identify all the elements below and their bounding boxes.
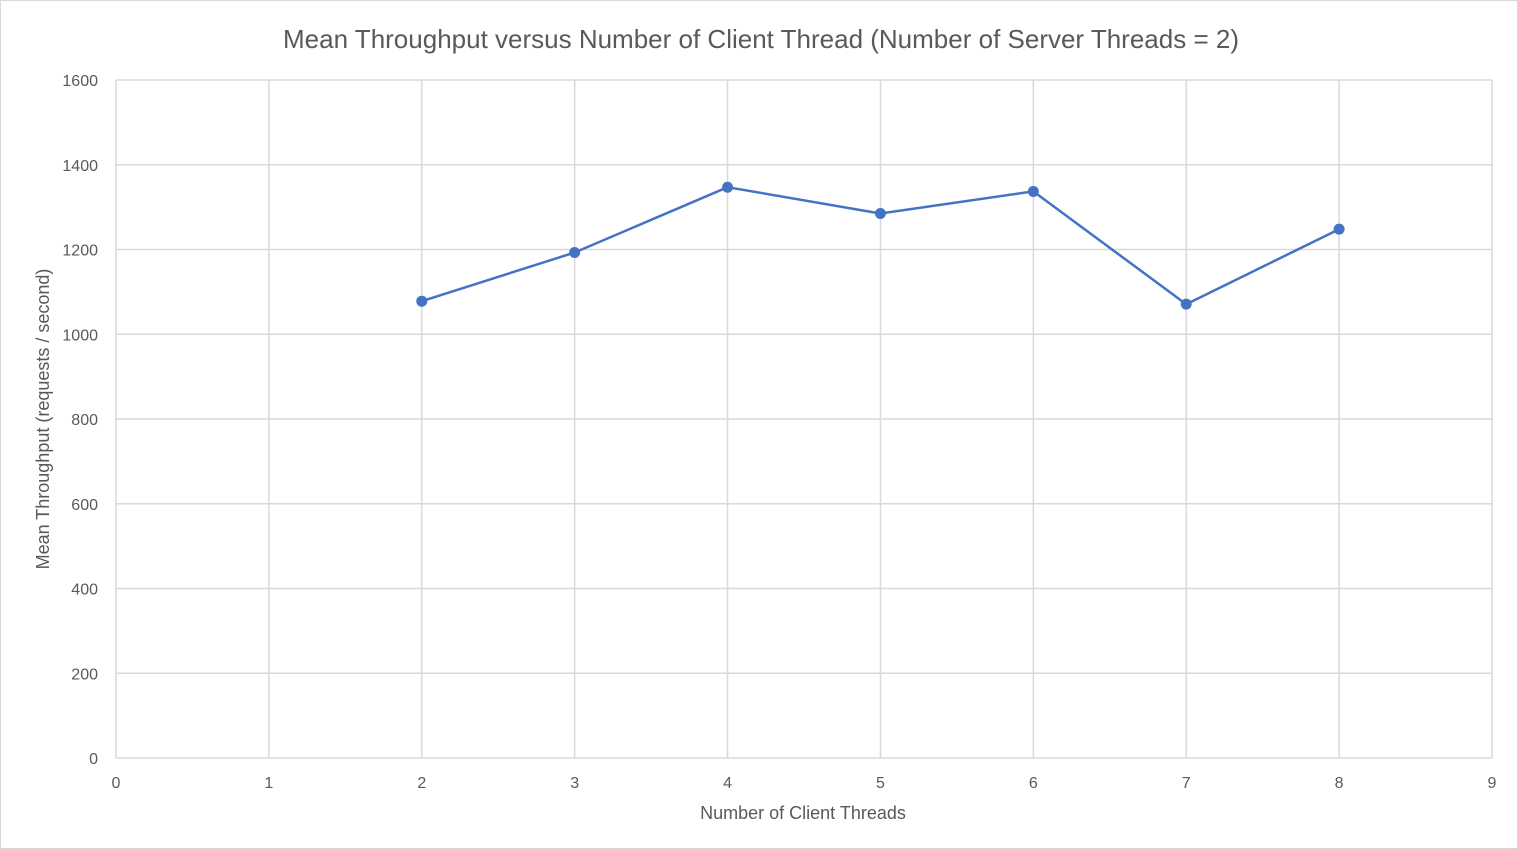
y-tick-label: 1600 [62,73,98,90]
y-tick-label: 200 [71,666,98,683]
data-point [569,246,581,258]
data-point [1333,223,1345,235]
x-tick-label: 7 [1182,775,1191,792]
x-tick-label: 0 [112,775,121,792]
x-tick-label: 4 [723,775,732,792]
x-tick-label: 6 [1029,775,1038,792]
y-tick-label: 0 [89,751,98,768]
data-point [1027,185,1039,197]
x-tick-label: 5 [876,775,885,792]
y-tick-label: 1200 [62,243,98,260]
y-tick-label: 1400 [62,158,98,175]
x-tick-label: 9 [1488,775,1497,792]
gridlines [115,79,1493,759]
y-tick-label: 600 [71,497,98,514]
series-layer [416,181,1345,310]
y-tick-label: 1000 [62,327,98,344]
y-axis-title: Mean Throughput (requests / second) [33,269,53,570]
x-tick-label: 2 [417,775,426,792]
y-tick-label: 400 [71,582,98,599]
x-axis-title: Number of Client Threads [700,803,906,823]
y-tick-label: 800 [71,412,98,429]
data-point [416,295,428,307]
data-point [874,207,886,219]
chart-title: Mean Throughput versus Number of Client … [283,24,1239,54]
x-tick-label: 3 [570,775,579,792]
data-point [722,181,734,193]
x-tick-label: 1 [264,775,273,792]
data-point [1180,298,1192,310]
x-tick-label: 8 [1335,775,1344,792]
tick-labels: 0 200 400 600 800 1000 1200 1400 1600 0 1 2 3 4 5 6 7 8 9 [62,73,1496,792]
